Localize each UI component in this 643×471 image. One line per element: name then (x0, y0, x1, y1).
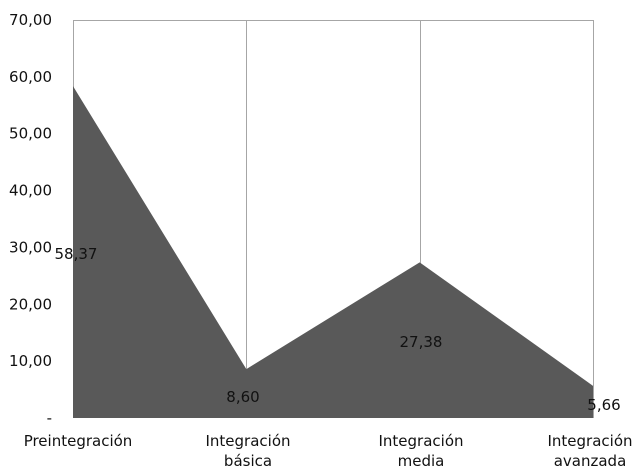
y-tick-label: 70,00 (9, 11, 52, 29)
data-label: 8,60 (226, 388, 259, 406)
x-tick-label-line: Integración (378, 432, 463, 450)
data-label: 5,66 (587, 396, 620, 414)
y-axis-ticks: - 10,00 20,00 30,00 40,00 50,00 60,00 70,00 (9, 11, 52, 427)
y-tick-label: 10,00 (9, 352, 52, 370)
y-tick-label: 30,00 (9, 238, 52, 256)
x-tick-label-line: media (398, 452, 445, 470)
x-tick-label: Integración avanzada (547, 432, 632, 470)
x-tick-label: Preintegración (24, 432, 133, 450)
x-tick-label-line: avanzada (554, 452, 627, 470)
data-label: 27,38 (400, 333, 443, 351)
x-tick-label-line: básica (224, 452, 272, 470)
y-tick-label: - (47, 409, 52, 427)
y-tick-label: 50,00 (9, 125, 52, 143)
data-label: 58,37 (55, 245, 98, 263)
y-tick-label: 60,00 (9, 68, 52, 86)
x-tick-label: Integración media (378, 432, 463, 470)
area-series (73, 86, 593, 419)
data-labels: 58,37 8,60 27,38 5,66 (55, 245, 621, 414)
x-tick-label-line: Preintegración (24, 432, 133, 450)
x-tick-label-line: Integración (547, 432, 632, 450)
y-tick-label: 40,00 (9, 182, 52, 200)
x-tick-label: Integración básica (205, 432, 290, 470)
x-axis-ticks: Preintegración Integración básicaIntegraci… (24, 432, 633, 470)
y-tick-label: 20,00 (9, 295, 52, 313)
x-tick-label-line: Integración (205, 432, 290, 450)
